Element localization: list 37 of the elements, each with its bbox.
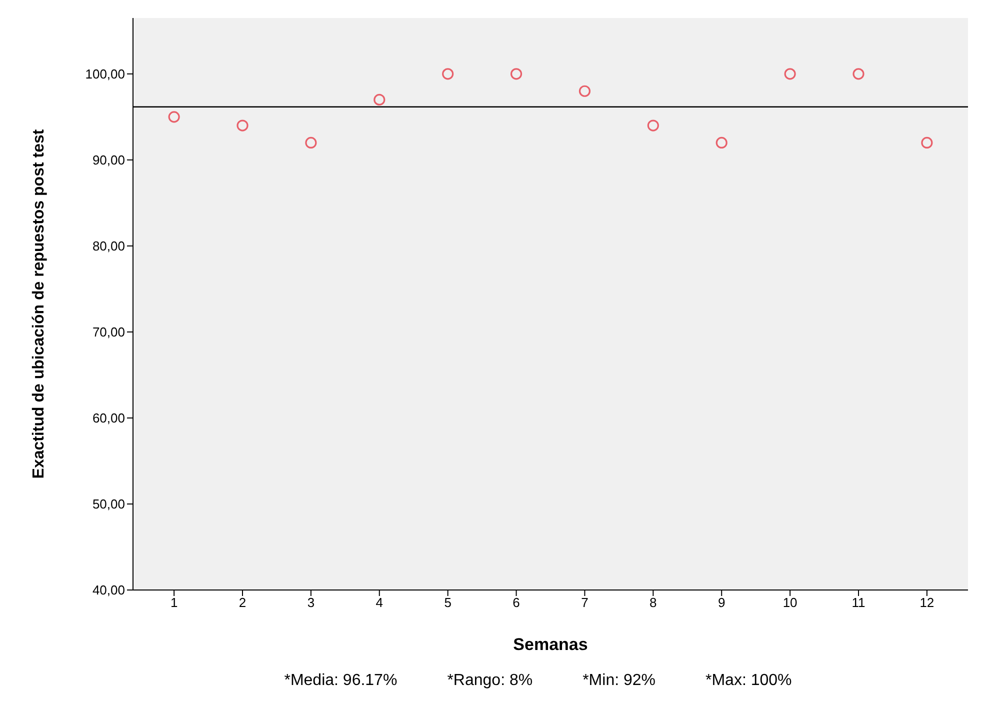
x-tick-label: 9 [718, 595, 726, 610]
x-tick-label: 10 [782, 595, 798, 610]
point [442, 68, 454, 80]
x-tick-label: 7 [581, 595, 588, 610]
point [784, 68, 796, 80]
point [236, 120, 248, 132]
y-tick-label: 50,00 [92, 496, 125, 512]
x-axis-title: Semanas [513, 635, 588, 654]
y-tick-label: 90,00 [92, 152, 125, 168]
x-tick-label: 12 [920, 595, 934, 610]
point [168, 111, 180, 123]
point [374, 94, 386, 106]
y-axis-title: Exactitud de ubicación de repuestos post test [30, 128, 48, 479]
point [510, 68, 522, 80]
text: *Max: 100% [706, 672, 792, 690]
y-tick-label: 100,00 [85, 66, 125, 82]
text: *Min: 92% [582, 672, 656, 690]
point [647, 120, 659, 132]
x-tick-label: 5 [444, 595, 452, 610]
point [716, 136, 728, 149]
text: *Rango: 8% [447, 672, 533, 690]
x-tick-label: 11 [852, 595, 866, 610]
point [852, 68, 864, 80]
y-tick-label: 60,00 [92, 410, 125, 426]
point [921, 136, 933, 149]
x-tick-label: 4 [376, 595, 384, 610]
y-tick-label: 40,00 [92, 582, 125, 598]
text: *Media: 96.17% [284, 672, 398, 690]
y-tick-label: 80,00 [92, 238, 125, 254]
y-tick-label: 70,00 [92, 324, 125, 340]
x-tick-label: 6 [512, 595, 520, 610]
x-tick-label: 8 [650, 595, 657, 610]
point [305, 136, 317, 149]
x-tick-label: 3 [307, 595, 315, 610]
x-tick-label: 1 [170, 595, 178, 610]
point [578, 85, 591, 97]
x-tick-label: 2 [238, 595, 246, 610]
